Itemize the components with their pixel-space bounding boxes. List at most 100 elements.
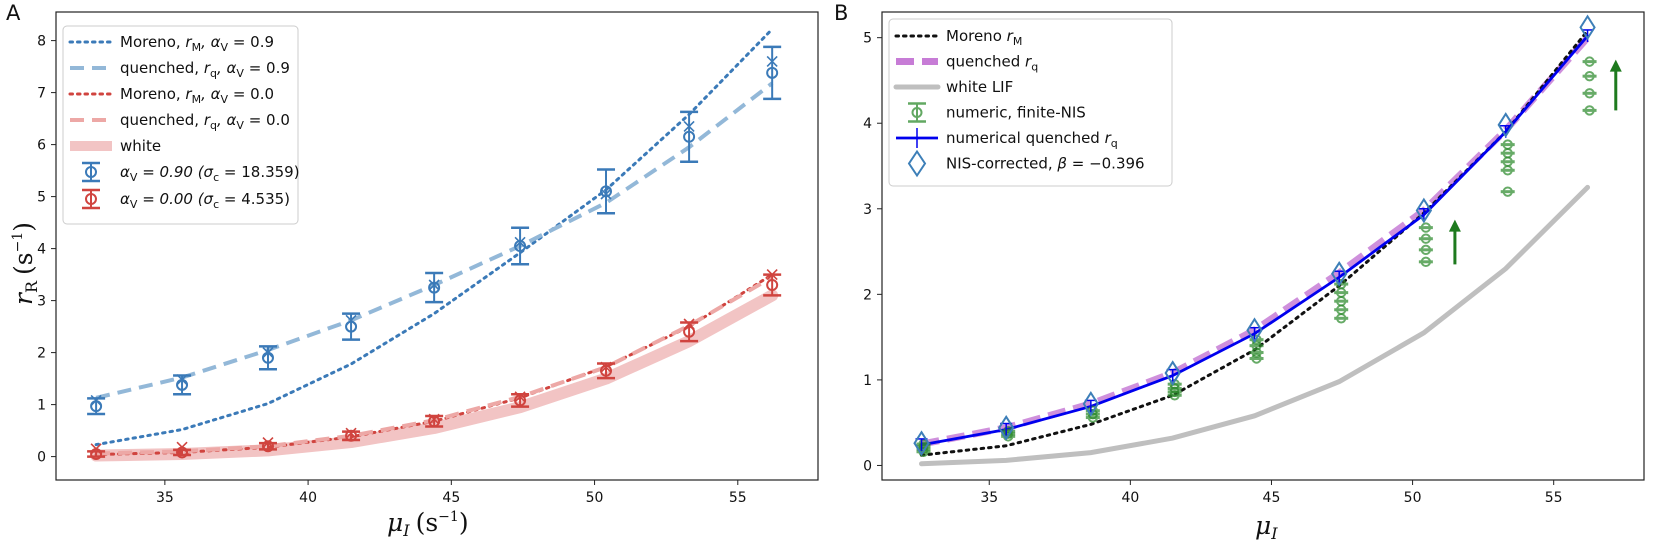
x-tick-label: 40: [299, 490, 317, 506]
errorbar-point-eb_a09: [87, 394, 106, 416]
marker-cross: [262, 436, 274, 449]
green-marker: [1251, 347, 1262, 358]
y-tick-label: 0: [863, 458, 872, 474]
marker-cross: [176, 374, 188, 386]
marker-circle: [766, 279, 779, 291]
green-marker: [1584, 56, 1595, 67]
legend-label: αV = 0.00 (σc = 4.535): [120, 190, 290, 211]
y-tick-label: 6: [37, 138, 46, 154]
green-point: [1500, 165, 1515, 176]
errorbar-point-eb_a09: [680, 110, 699, 164]
legend-label: αV = 0.90 (σc = 18.359): [120, 163, 300, 184]
marker-cross: [514, 391, 526, 403]
marker-cross: [345, 427, 357, 439]
errorbar-point-eb_a00: [258, 436, 277, 453]
marker-cross: [428, 413, 440, 425]
y-tick-label: 5: [37, 190, 46, 206]
green-point: [1334, 313, 1349, 324]
marker-circle: [514, 394, 527, 407]
green-marker: [1420, 244, 1432, 256]
green-point: [1334, 295, 1349, 307]
x-tick-label: 35: [156, 490, 174, 506]
legend-swatch: [908, 102, 926, 123]
marker-circle: [261, 440, 274, 453]
green-marker: [1251, 353, 1262, 364]
x-tick-label: 35: [980, 490, 998, 506]
marker-circle: [428, 415, 441, 428]
errorbar-point-eb_a00: [342, 427, 361, 442]
green-marker: [1584, 70, 1595, 82]
green-marker: [1420, 222, 1432, 233]
errorbar-point-eb_a00: [680, 318, 699, 343]
errorbar-point-eb_a00: [763, 269, 782, 297]
legend-label: Moreno, rM, αV = 0.0: [120, 85, 274, 106]
legend-frame: [888, 18, 1173, 187]
errorbar-point-eb_a00: [173, 441, 192, 459]
marker-circle: [345, 320, 358, 333]
errorbar-point-eb_a09: [597, 168, 616, 215]
legend-label: quenched, rq, αV = 0.0: [120, 111, 290, 132]
panel-a-legend: Moreno, rM, αV = 0.9 quenched, rq, αV = 0…: [62, 25, 300, 225]
nis-corrected-diamond: [1415, 197, 1433, 224]
legend-label: numeric, finite-NIS: [946, 104, 1086, 122]
green-marker: [1251, 334, 1262, 345]
x-tick-label: 50: [586, 490, 604, 506]
y-tick-label: 3: [863, 202, 872, 218]
green-point: [1418, 233, 1433, 244]
nis-corrected-diamond: [1164, 360, 1181, 386]
green-point: [1249, 340, 1264, 351]
y-tick-label: 8: [37, 34, 46, 50]
marker-cross: [683, 120, 695, 132]
marker-cross: [514, 236, 526, 248]
marker-circle: [766, 66, 779, 79]
series-white_lif: [919, 184, 1591, 467]
y-tick-label: 2: [37, 346, 46, 362]
marker-cross: [600, 188, 612, 200]
marker-circle: [683, 130, 696, 143]
y-tick-label: 7: [37, 86, 46, 102]
green-marker: [1502, 139, 1513, 150]
correction-arrow-head: [1448, 219, 1461, 232]
x-tick-label: 40: [1121, 490, 1139, 506]
green-point: [1582, 70, 1597, 82]
nis-corrected-diamond: [913, 430, 930, 457]
errorbar-point-eb_a09: [173, 374, 192, 396]
legend-label: numerical quenched rq: [946, 129, 1118, 150]
panel-b-xlabel: μI: [1255, 511, 1278, 542]
y-tick-label: 3: [37, 294, 46, 310]
panel-a-xlabel: μI (s−1): [387, 508, 469, 540]
y-tick-label: 1: [37, 398, 46, 414]
marker-cross: [90, 443, 102, 455]
panel-b-frame: [881, 11, 1645, 481]
legend-label: white LIF: [946, 78, 1013, 96]
marker-circle: [345, 429, 358, 442]
nis-corrected-diamond: [1246, 317, 1263, 344]
legend-label: Moreno, rM, αV = 0.9: [120, 33, 274, 54]
marker-circle: [600, 185, 613, 198]
green-point: [1334, 287, 1349, 298]
green-point: [1334, 304, 1349, 315]
green-marker: [1420, 256, 1432, 268]
y-tick-label: 4: [37, 242, 46, 258]
green-point: [1582, 88, 1597, 99]
errorbar-point-eb_a00: [511, 391, 530, 408]
series-white: [90, 289, 779, 462]
y-tick-label: 2: [863, 287, 872, 303]
legend-label: white: [120, 137, 161, 155]
marker-circle: [600, 364, 613, 377]
green-point: [1249, 347, 1264, 358]
nis-corrected-diamond: [997, 414, 1015, 441]
green-marker: [1502, 186, 1513, 197]
green-point: [1582, 105, 1597, 116]
marker-cross: [90, 394, 102, 407]
green-marker: [1584, 105, 1595, 116]
correction-arrow-head: [1609, 59, 1622, 72]
legend-label: quenched rq: [946, 53, 1038, 74]
marker-cross: [766, 269, 778, 281]
errorbar-point-eb_a09: [258, 345, 277, 371]
marker-circle: [683, 325, 696, 338]
green-marker: [1251, 340, 1262, 351]
nis-corrected-diamond: [1331, 260, 1348, 287]
x-tick-label: 55: [1545, 490, 1563, 506]
